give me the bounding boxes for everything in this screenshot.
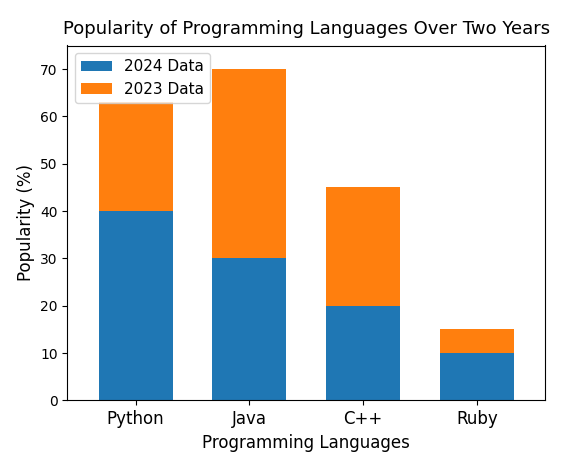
X-axis label: Programming Languages: Programming Languages [202,434,410,452]
Bar [440,353,514,400]
Legend: 2024 Data, 2023 Data: 2024 Data, 2023 Data [75,53,210,103]
Bar [212,69,287,258]
Bar [326,187,400,306]
Bar [212,258,287,400]
Bar [440,329,514,353]
Bar [99,102,173,211]
Bar [99,211,173,400]
Title: Popularity of Programming Languages Over Two Years: Popularity of Programming Languages Over… [63,20,550,38]
Y-axis label: Popularity (%): Popularity (%) [16,164,34,282]
Bar [326,306,400,400]
